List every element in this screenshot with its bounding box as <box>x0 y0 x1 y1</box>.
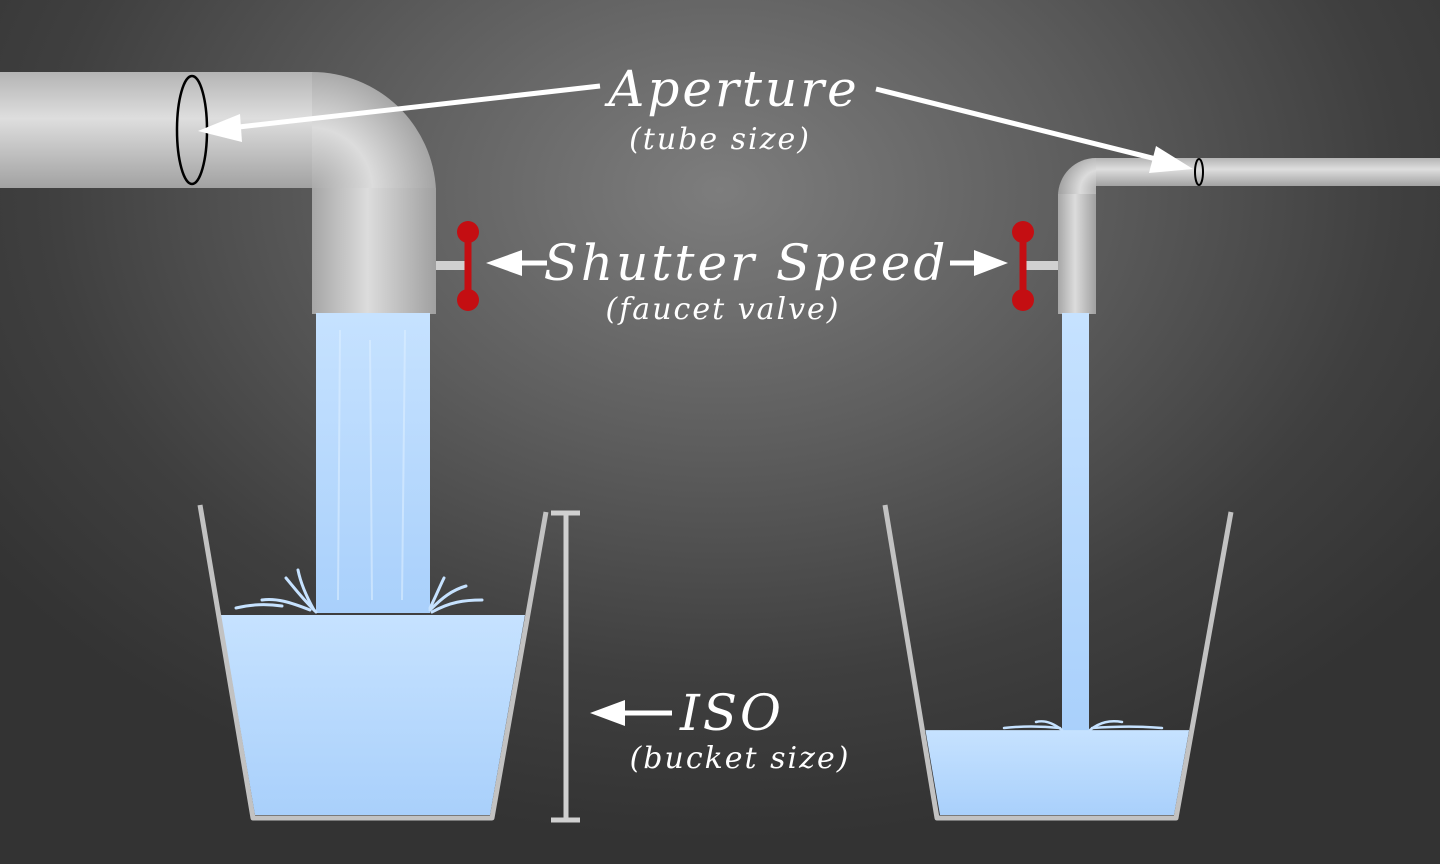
small-water-splash <box>1002 720 1164 732</box>
small-aperture-opening <box>1194 158 1204 186</box>
aperture-arrow-right <box>875 86 1193 173</box>
large-bucket-water <box>220 615 525 815</box>
small-pipe <box>1058 158 1440 314</box>
large-valve-stem <box>436 261 470 270</box>
aperture-label: Aperture <box>604 60 859 118</box>
iso-scale-bar <box>551 510 580 823</box>
small-faucet-valve <box>1012 221 1058 311</box>
aperture-arrow-left <box>198 83 601 142</box>
large-faucet-valve <box>436 221 479 311</box>
small-bucket-water <box>925 730 1190 815</box>
small-pipe-elbow <box>1058 158 1096 196</box>
large-water-stream <box>316 313 430 613</box>
iso-label: ISO <box>679 684 784 742</box>
small-pipe-horizontal <box>1096 158 1440 186</box>
large-bucket <box>197 504 549 821</box>
iso-sublabel: (bucket size) <box>630 741 851 776</box>
small-valve-knob-bottom <box>1012 289 1034 311</box>
small-bucket <box>882 504 1234 821</box>
small-water-stream <box>1062 313 1089 733</box>
shutter-speed-label: Shutter Speed <box>544 234 949 292</box>
large-valve-knob-bottom <box>457 289 479 311</box>
large-pipe-horizontal <box>0 72 312 188</box>
aperture-sublabel: (tube size) <box>629 122 811 157</box>
iso-arrow <box>590 700 672 726</box>
large-water-splash <box>234 568 484 614</box>
shutter-arrow-left <box>486 250 547 276</box>
large-pipe-vertical <box>312 188 436 314</box>
small-valve-stem <box>1024 261 1058 270</box>
small-pipe-vertical <box>1058 194 1096 314</box>
large-valve-knob-top <box>457 221 479 243</box>
large-pipe-elbow <box>312 71 436 190</box>
small-valve-knob-top <box>1012 221 1034 243</box>
shutter-arrow-right <box>950 250 1008 276</box>
shutter-speed-sublabel: (faucet valve) <box>606 292 841 327</box>
large-pipe <box>0 71 436 314</box>
